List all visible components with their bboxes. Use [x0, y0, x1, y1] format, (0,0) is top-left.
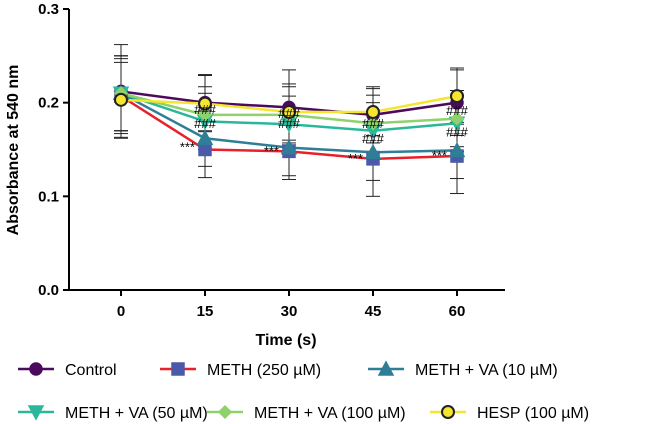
legend-label: METH + VA (50 µM)	[65, 405, 208, 422]
legend-item: METH + VA (50 µM)	[18, 405, 208, 422]
legend-item: METH + VA (10 µM)	[368, 360, 558, 379]
legend-label: METH + VA (10 µM)	[415, 362, 558, 379]
y-tick-label: 0.3	[38, 1, 59, 18]
chart-axes: 0.0 0.1 0.2 0.3 0 15 30 45 60	[38, 1, 505, 320]
y-axis-title: Absorbance at 540 nm	[5, 65, 22, 236]
data-point	[280, 139, 298, 155]
data-point	[364, 143, 382, 160]
legend-item: Control	[18, 362, 117, 379]
y-tick-label: 0.1	[38, 188, 59, 205]
y-tick-label: 0.2	[38, 95, 59, 112]
data-point	[282, 105, 296, 120]
significance-label: ***	[348, 151, 363, 166]
x-tick-label: 45	[365, 303, 382, 320]
legend-marker	[217, 404, 233, 420]
series-markers	[112, 84, 466, 166]
legend-marker	[27, 405, 45, 421]
legend-marker	[29, 362, 43, 376]
data-point	[366, 105, 380, 120]
significance-label: ###	[278, 116, 300, 131]
data-point	[198, 96, 212, 111]
data-point	[197, 107, 213, 122]
data-point	[450, 89, 464, 104]
x-tick-label: 15	[197, 303, 214, 320]
x-tick-label: 60	[449, 303, 466, 320]
significance-label: ***	[264, 143, 279, 158]
data-point	[448, 141, 466, 158]
legend: Control METH (250 µM) METH + VA (10 µM) MET…	[18, 360, 589, 422]
x-tick-label: 30	[281, 303, 298, 320]
legend-marker	[171, 362, 185, 376]
significance-label: ###	[194, 102, 216, 117]
legend-item: METH (250 µM)	[160, 362, 321, 379]
significance-label: ###	[362, 116, 384, 131]
legend-label: HESP (100 µM)	[477, 405, 589, 422]
significance-label: ###	[446, 103, 468, 118]
legend-item: METH + VA (100 µM)	[207, 404, 406, 422]
y-tick-label: 0.0	[38, 282, 59, 299]
significance-label: ###	[362, 131, 384, 146]
significance-label: ***	[180, 140, 195, 155]
x-axis-title: Time (s)	[255, 332, 316, 349]
data-point	[449, 111, 465, 126]
legend-label: METH (250 µM)	[207, 362, 321, 379]
data-point	[365, 116, 381, 131]
significance-annotations: *** *** *** ***############ ############	[180, 102, 469, 166]
legend-label: METH + VA (100 µM)	[254, 405, 406, 422]
data-point	[114, 92, 128, 107]
legend-item: HESP (100 µM)	[430, 405, 589, 422]
legend-marker	[441, 405, 455, 419]
significance-label: ***	[432, 148, 447, 163]
significance-label: ###	[446, 125, 468, 140]
legend-label: Control	[65, 362, 117, 379]
significance-label: ###	[278, 106, 300, 121]
legend-marker	[377, 360, 395, 376]
significance-label: ###	[194, 116, 216, 131]
x-tick-label: 0	[117, 303, 125, 320]
data-point	[196, 129, 214, 146]
data-point	[198, 142, 212, 157]
